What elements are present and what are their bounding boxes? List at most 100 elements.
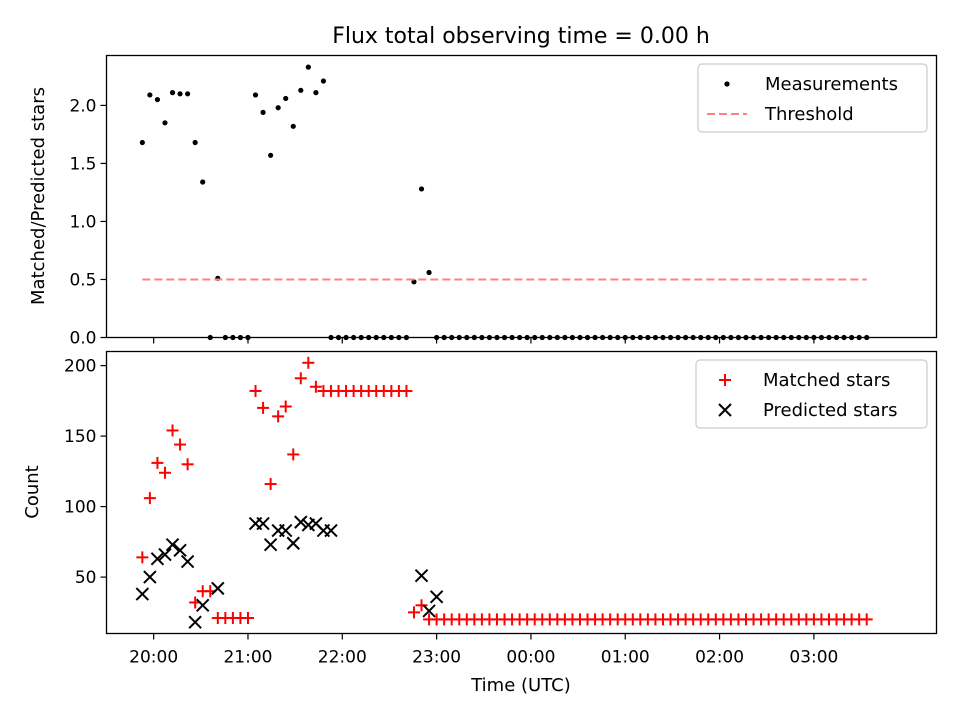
legend-measurements-marker xyxy=(724,81,730,87)
ratio-panel: 0.00.51.01.52.0 Matched/Predicted stars … xyxy=(28,54,938,349)
measurement-point xyxy=(177,91,183,97)
ratio-y-tick-label: 1.5 xyxy=(69,154,96,174)
ratio-y-tick-label: 0.5 xyxy=(69,270,96,290)
predicted-star-point xyxy=(294,515,308,529)
x-tick-label: 03:00 xyxy=(789,648,838,668)
matched-star-point xyxy=(309,380,322,393)
ratio-panel-frame xyxy=(105,54,938,339)
predicted-star-point xyxy=(173,543,187,558)
x-tick-label: 21:00 xyxy=(223,648,272,668)
measurement-point xyxy=(139,139,145,146)
measurement-point xyxy=(260,109,266,115)
matched-star-point xyxy=(136,551,149,564)
measurement-point xyxy=(411,279,417,285)
measurement-point xyxy=(418,186,425,192)
measurement-point xyxy=(200,179,206,185)
count-y-tick-label: 50 xyxy=(75,568,97,588)
count-panel-frame xyxy=(105,350,938,635)
matched-star-point xyxy=(302,356,315,369)
ratio-y-axis-label: Matched/Predicted stars xyxy=(28,87,49,305)
count-plot-area xyxy=(135,356,873,629)
legend-threshold-label: Threshold xyxy=(764,104,854,125)
x-tick-label: 22:00 xyxy=(318,648,367,668)
ratio-legend: Measurements Threshold xyxy=(697,63,928,133)
legend-matched-marker xyxy=(719,374,731,386)
matched-star-point xyxy=(241,611,254,624)
legend-measurements-label: Measurements xyxy=(765,74,898,95)
matched-star-point xyxy=(158,466,171,479)
predicted-star-point xyxy=(135,587,150,601)
predicted-star-point xyxy=(286,536,300,550)
measurement-point xyxy=(313,90,319,96)
ratio-legend-box xyxy=(697,63,928,133)
figure-title: Flux total observing time = 0.00 h xyxy=(332,24,710,49)
matched-star-point xyxy=(860,613,873,626)
count-legend-box xyxy=(695,359,928,429)
predicted-star-point xyxy=(211,581,225,596)
predicted-star-point xyxy=(150,552,165,566)
matched-star-point xyxy=(151,456,164,469)
predicted-star-point xyxy=(422,604,436,618)
matched-star-point xyxy=(415,599,428,612)
measurement-point xyxy=(298,87,304,93)
ratio-y-tick-label: 1.0 xyxy=(69,212,96,232)
x-tick-label: 23:00 xyxy=(412,648,461,668)
measurement-point xyxy=(192,139,198,146)
ratio-y-tick-label: 2.0 xyxy=(69,96,96,116)
predicted-star-point xyxy=(165,537,180,552)
count-panel: 20:00 21:00 22:00 23:00 00:00 01:00 02:00 03:00… xyxy=(22,350,938,696)
matched-star-point xyxy=(272,410,285,423)
count-axes: 20:00 21:00 22:00 23:00 00:00 01:00 02:00 03:00… xyxy=(64,357,838,668)
measurement-point xyxy=(290,123,296,129)
measurement-point xyxy=(154,96,161,103)
x-tick-label: 20:00 xyxy=(129,648,178,668)
legend-predicted-label: Predicted stars xyxy=(763,400,897,421)
measurement-point xyxy=(147,92,153,98)
predicted-star-point xyxy=(324,523,338,538)
predicted-star-point xyxy=(188,615,202,629)
measurement-point xyxy=(320,78,327,84)
predicted-star-point xyxy=(256,516,270,531)
count-y-tick-label: 200 xyxy=(64,357,96,377)
x-tick-label: 01:00 xyxy=(601,648,650,668)
matched-star-point xyxy=(407,606,420,619)
measurement-point xyxy=(275,105,281,111)
count-y-tick-label: 100 xyxy=(64,498,96,518)
x-tick-label: 00:00 xyxy=(506,648,555,668)
matched-star-point xyxy=(287,448,300,461)
measurement-point xyxy=(305,64,311,70)
matched-star-point xyxy=(400,384,413,397)
measurement-point xyxy=(268,152,274,158)
count-legend: Matched stars Predicted stars xyxy=(695,359,928,429)
legend-predicted-marker xyxy=(718,403,732,417)
legend-matched-label: Matched stars xyxy=(763,370,890,391)
predicted-star-point xyxy=(263,537,278,552)
predicted-star-point xyxy=(278,523,293,538)
measurement-point xyxy=(252,92,259,98)
matched-star-point xyxy=(143,492,156,505)
predicted-star-point xyxy=(195,598,210,613)
predicted-star-point xyxy=(143,570,157,584)
matched-star-point xyxy=(257,401,270,414)
matched-star-point xyxy=(174,438,187,451)
ratio-axes: 0.0 0.5 1.0 1.5 2.0 xyxy=(69,96,815,349)
matched-star-point xyxy=(166,424,179,437)
ratio-y-tick-label: 0.0 xyxy=(69,329,96,349)
predicted-star-point xyxy=(180,554,195,569)
matched-star-point xyxy=(279,400,292,413)
matched-star-point xyxy=(181,458,194,471)
measurement-point xyxy=(162,120,168,126)
predicted-star-point xyxy=(158,547,172,562)
measurement-point xyxy=(169,90,176,96)
predicted-star-point xyxy=(429,590,444,604)
matched-star-point xyxy=(294,372,307,385)
x-axis-label: Time (UTC) xyxy=(470,675,571,696)
predicted-star-point xyxy=(414,568,429,583)
matched-star-point xyxy=(249,384,262,397)
x-tick-label: 02:00 xyxy=(695,648,744,668)
matched-star-point xyxy=(264,478,277,491)
measurement-point xyxy=(426,269,432,276)
measurement-point xyxy=(185,91,191,97)
count-y-axis-label: Count xyxy=(22,465,43,518)
